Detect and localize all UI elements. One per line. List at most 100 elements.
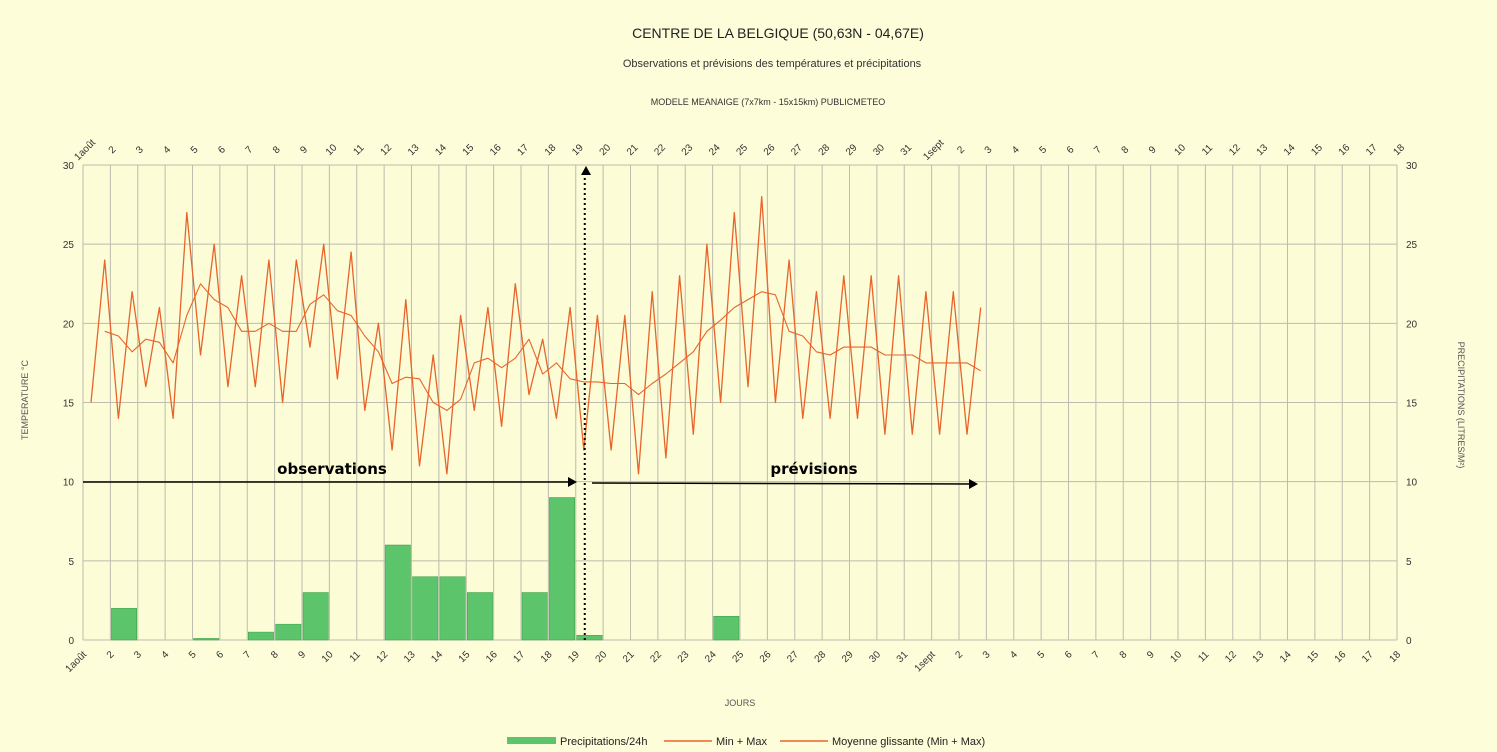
moving-average-line [104, 283, 981, 411]
split-arrowhead [581, 166, 591, 175]
precip-bar [193, 638, 220, 641]
x-tick-label-bottom: 3 [981, 649, 993, 661]
legend: Precipitations/24h Min + Max Moyenne gli… [507, 736, 985, 748]
x-tick-label-bottom: 24 [703, 649, 719, 665]
x-tick-label-bottom: 11 [1196, 649, 1211, 664]
x-tick-label-top: 15 [461, 142, 477, 158]
x-tick-label-bottom: 14 [1278, 649, 1294, 665]
x-tick-label-bottom: 13 [402, 649, 418, 665]
x-tick-label-bottom: 26 [758, 649, 774, 665]
x-tick-label-top: 11 [351, 142, 366, 157]
x-tick-label-top: 10 [1172, 142, 1188, 158]
precip-bar [439, 576, 466, 641]
x-tick-label-bottom: 8 [269, 649, 281, 661]
forecasts-label: prévisions [770, 460, 857, 478]
x-tick-label-top: 3 [134, 144, 146, 156]
x-tick-label-bottom: 17 [1360, 649, 1376, 665]
x-tick-label-top: 4 [162, 144, 174, 156]
x-tick-label-bottom: 30 [867, 649, 883, 665]
x-tick-label-bottom: 6 [214, 649, 226, 661]
x-tick-label-bottom: 8 [1118, 649, 1130, 661]
x-tick-label-top: 23 [680, 142, 696, 158]
legend-label-precip: Precipitations/24h [560, 736, 647, 748]
x-tick-label-bottom: 18 [539, 649, 555, 665]
x-tick-label-bottom: 7 [242, 649, 254, 661]
y2-axis-label: PRECIPITATIONS (LITRES/M²) [1456, 342, 1466, 469]
precip-bar [302, 592, 329, 641]
x-tick-label-bottom: 29 [840, 649, 856, 665]
x-tick-label-top: 17 [1364, 142, 1380, 158]
y-tick-label: 0 [68, 636, 74, 647]
x-tick-label-top: 14 [1282, 142, 1298, 158]
x-tick-label-bottom: 16 [484, 649, 500, 665]
x-tick-label-bottom: 17 [511, 649, 527, 665]
x-axis-label: JOURS [725, 698, 756, 708]
x-tick-label-top: 5 [1038, 144, 1050, 156]
y-axis-ticks: 0 5 10 15 20 25 30 [63, 161, 75, 647]
legend-label-minmax: Min + Max [716, 736, 768, 748]
y2-tick-label: 20 [1406, 319, 1418, 330]
gridlines [82, 164, 1398, 641]
x-tick-label-bottom: 15 [1305, 649, 1321, 665]
precip-bar [467, 592, 493, 641]
precip-bar [521, 592, 548, 641]
precip-bar [384, 544, 411, 641]
x-tick-label-top: 2 [107, 144, 119, 156]
x-tick-label-top: 18 [1391, 142, 1407, 158]
y-tick-label: 20 [63, 319, 75, 330]
x-tick-label-top: 15 [1309, 142, 1325, 158]
precip-bar [248, 631, 274, 641]
precip-bar [275, 623, 302, 641]
x-tick-label-bottom: 28 [813, 649, 829, 665]
y-tick-label: 5 [68, 557, 74, 568]
x-tick-label-top: 28 [817, 142, 833, 158]
y2-tick-label: 30 [1406, 161, 1418, 172]
x-tick-label-top: 18 [543, 142, 559, 158]
x-tick-label-bottom: 9 [1145, 649, 1157, 661]
x-tick-label-top: 20 [598, 142, 614, 158]
x-tick-label-top: 17 [515, 142, 531, 158]
x-tick-label-top: 6 [216, 144, 228, 156]
x-axis-ticks-bottom: 1août 2 3 4 5 6 7 8 9 10 11 12 13 14 15 16 17 18 19 20 21 22 2… [64, 649, 1404, 675]
x-tick-label-top: 9 [1147, 144, 1159, 156]
x-tick-label-bottom: 5 [187, 649, 199, 661]
minmax-line [90, 196, 982, 475]
x-tick-label-bottom: 4 [160, 649, 172, 661]
x-tick-label-top: 11 [1200, 142, 1215, 157]
x-tick-label-top: 12 [379, 142, 395, 158]
y2-tick-label: 25 [1406, 240, 1418, 251]
x-tick-label-bottom: 1août [64, 649, 90, 675]
x-tick-label-top: 1août [72, 137, 98, 163]
x-tick-label-bottom: 2 [953, 649, 965, 661]
x-tick-label-bottom: 25 [730, 649, 746, 665]
x-tick-label-top: 7 [244, 144, 256, 156]
x-tick-label-top: 6 [1065, 144, 1077, 156]
x-tick-label-top: 19 [570, 142, 586, 158]
observations-arrowhead [568, 477, 577, 487]
x-tick-label-bottom: 9 [296, 649, 308, 661]
x-tick-label-top: 14 [433, 142, 449, 158]
x-tick-label-bottom: 27 [785, 649, 801, 665]
x-tick-label-top: 29 [844, 142, 860, 158]
x-tick-label-bottom: 10 [1168, 649, 1184, 665]
x-tick-label-top: 21 [625, 142, 641, 158]
x-tick-label-bottom: 31 [895, 649, 911, 665]
x-tick-label-top: 27 [789, 142, 805, 158]
x-tick-label-top: 1sept [921, 138, 946, 163]
y2-tick-label: 15 [1406, 399, 1418, 410]
forecast-arrow [591, 482, 975, 485]
x-tick-label-top: 13 [406, 142, 422, 158]
x-tick-label-top: 2 [955, 144, 967, 156]
x-tick-label-top: 5 [189, 144, 201, 156]
x-tick-label-bottom: 12 [375, 649, 391, 665]
y2-tick-label: 5 [1406, 557, 1412, 568]
x-tick-label-bottom: 18 [1387, 649, 1403, 665]
x-tick-label-top: 24 [707, 142, 723, 158]
temperature-lines [90, 196, 982, 475]
x-tick-label-bottom: 13 [1251, 649, 1267, 665]
x-axis-ticks-top: 1août 2 3 4 5 6 7 8 9 10 11 12 13 14 15 16 17 18 19 20 21 22 2… [72, 137, 1407, 163]
x-tick-label-bottom: 4 [1008, 649, 1020, 661]
y-tick-label: 30 [63, 161, 75, 172]
y-axis-label: TEMPERATURE °C [20, 360, 30, 440]
x-tick-label-bottom: 19 [566, 649, 582, 665]
